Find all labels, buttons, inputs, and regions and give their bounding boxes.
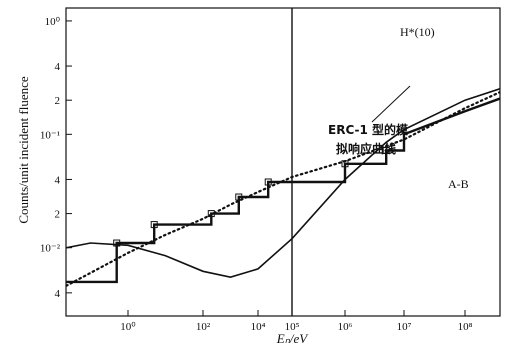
x-tick-label: 10⁴ (251, 321, 266, 333)
x-tick-label: 10⁰ (120, 321, 136, 333)
y-tick-label: 10⁻¹ (40, 129, 60, 141)
x-tick-labels: 10⁰ 10² 10⁴ 10⁵ 10⁶ 10⁷ 10⁸ (120, 321, 472, 333)
axis-ticks (66, 20, 466, 316)
data-marker (150, 221, 158, 229)
y-tick-label: 4 (55, 174, 61, 186)
y-axis-title: Counts/unit incident fluence (16, 76, 31, 224)
series-line-3 (66, 90, 500, 288)
series-layer (50, 85, 500, 288)
annotation-erc-line1: ERC-1 型的模 (328, 122, 409, 137)
y-tick-label: 10⁰ (45, 16, 61, 28)
annotation-ab: A-B (448, 177, 469, 191)
plot-border (65, 7, 501, 317)
series-line-2 (66, 97, 500, 284)
y-tick-label: 4 (55, 288, 61, 300)
y-tick-label: 10⁻² (40, 243, 61, 255)
annotation-leader (371, 85, 411, 123)
annotation-erc-line2: 拟响应曲线 (336, 141, 396, 156)
data-marker (235, 193, 243, 201)
y-tick-label: 2 (55, 209, 61, 221)
x-tick-label: 10⁸ (458, 321, 473, 333)
x-axis-title: Eₙ/eV (276, 331, 310, 346)
series-line-1 (66, 87, 500, 279)
y-tick-labels: 10⁰ 4 2 10⁻¹ 4 2 10⁻² 4 (40, 16, 61, 300)
x-tick-label: 10⁷ (397, 321, 412, 333)
annotation-h10: H*(10) (400, 25, 435, 39)
y-tick-label: 4 (55, 61, 61, 73)
y-tick-label: 2 (55, 95, 61, 107)
x-tick-label: 10⁵ (285, 321, 300, 333)
data-marker (113, 239, 121, 247)
data-marker (264, 178, 272, 186)
data-marker (50, 279, 56, 285)
x-tick-label: 10² (196, 321, 211, 333)
x-tick-label: 10⁶ (338, 321, 353, 333)
plot-frame (65, 7, 501, 317)
data-marker (382, 147, 390, 155)
